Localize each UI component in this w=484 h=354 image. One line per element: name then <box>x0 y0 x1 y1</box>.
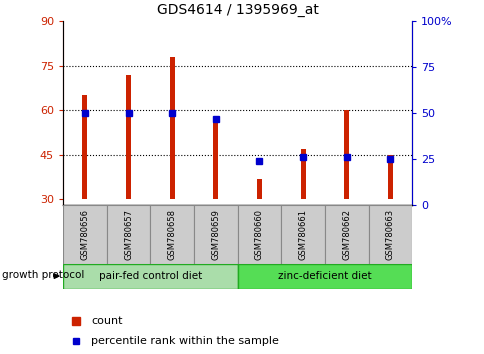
Text: count: count <box>91 316 122 326</box>
Bar <box>126 75 131 199</box>
Text: GSM780663: GSM780663 <box>385 209 394 260</box>
Bar <box>213 119 218 199</box>
Text: zinc-deficient diet: zinc-deficient diet <box>277 271 371 281</box>
Text: GSM780657: GSM780657 <box>124 209 133 260</box>
Bar <box>368 205 411 264</box>
Bar <box>106 205 150 264</box>
Bar <box>237 264 411 289</box>
Bar <box>63 264 237 289</box>
Bar <box>194 205 237 264</box>
Bar <box>257 179 261 199</box>
Bar <box>387 155 392 199</box>
Text: pair-fed control diet: pair-fed control diet <box>99 271 201 281</box>
Text: GSM780656: GSM780656 <box>80 209 89 260</box>
Title: GDS4614 / 1395969_at: GDS4614 / 1395969_at <box>156 4 318 17</box>
Text: GSM780661: GSM780661 <box>298 209 307 260</box>
Text: percentile rank within the sample: percentile rank within the sample <box>91 336 278 346</box>
Bar <box>281 205 324 264</box>
Text: GSM780660: GSM780660 <box>255 209 263 260</box>
Text: GSM780659: GSM780659 <box>211 209 220 260</box>
Bar <box>169 57 174 199</box>
Bar <box>150 205 194 264</box>
Bar <box>324 205 368 264</box>
Bar <box>237 205 281 264</box>
Bar <box>300 149 305 199</box>
Bar <box>82 96 87 199</box>
Bar <box>63 205 106 264</box>
Text: growth protocol: growth protocol <box>2 270 85 280</box>
Text: GSM780658: GSM780658 <box>167 209 176 260</box>
Bar <box>344 110 348 199</box>
Text: GSM780662: GSM780662 <box>342 209 350 260</box>
